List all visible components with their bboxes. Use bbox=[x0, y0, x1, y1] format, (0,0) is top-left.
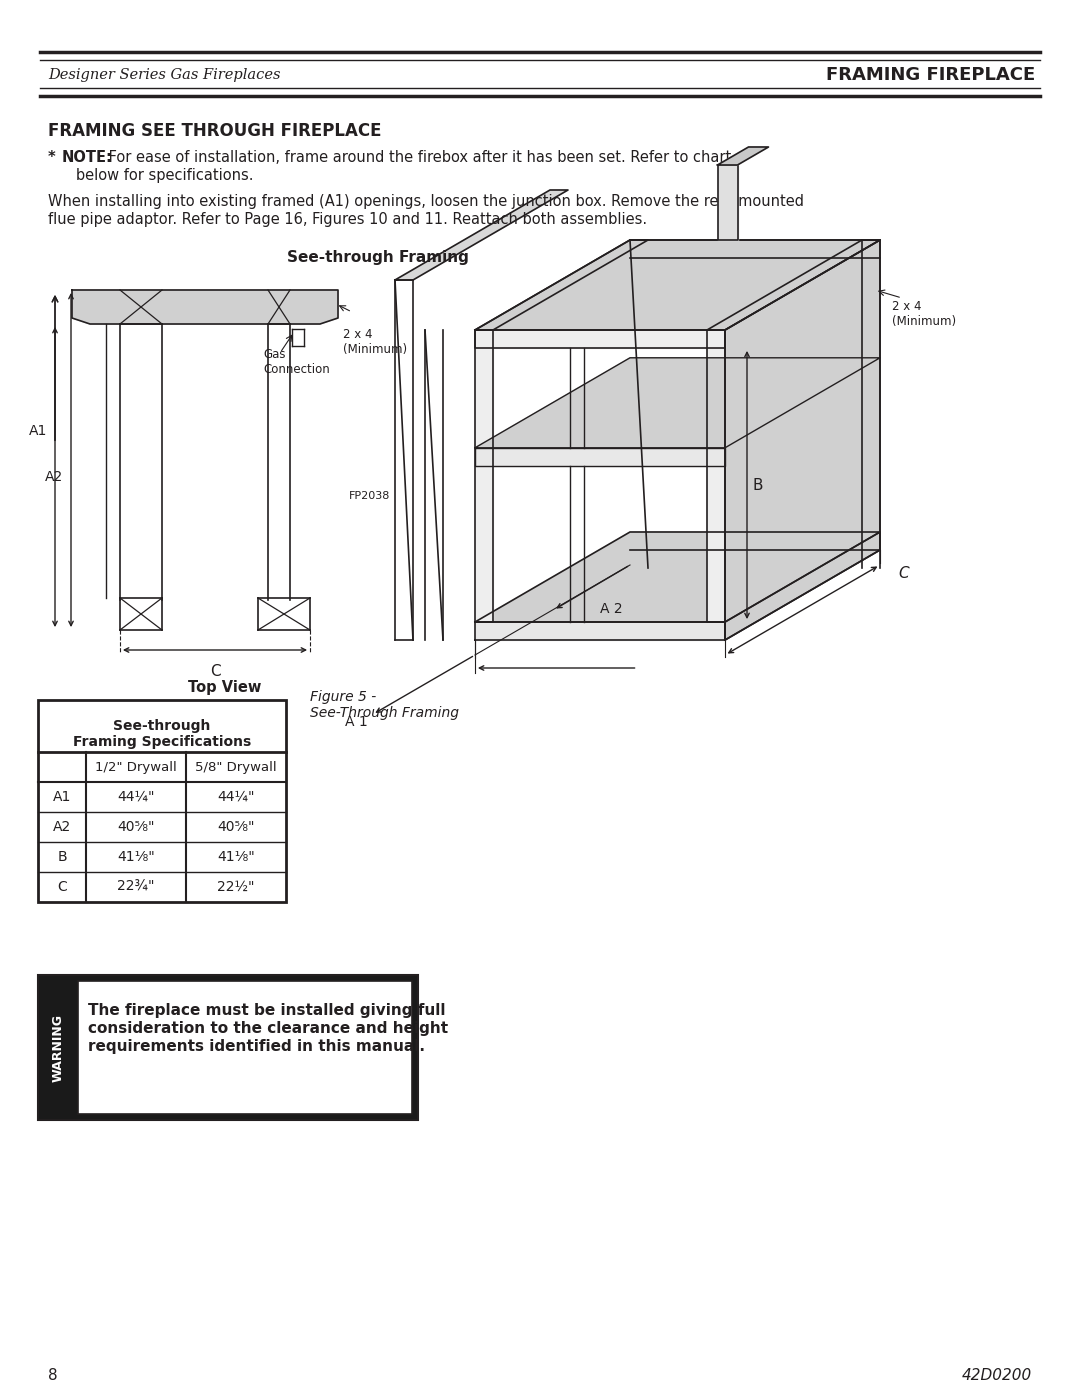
Text: Figure 5 -: Figure 5 - bbox=[310, 690, 376, 704]
Text: 40⁵⁄₈": 40⁵⁄₈" bbox=[118, 820, 154, 834]
Text: A 1: A 1 bbox=[345, 715, 367, 729]
Text: consideration to the clearance and height: consideration to the clearance and heigh… bbox=[87, 1021, 448, 1037]
Text: A 2: A 2 bbox=[600, 602, 623, 616]
Text: For ease of installation, frame around the firebox after it has been set. Refer : For ease of installation, frame around t… bbox=[104, 149, 731, 165]
Text: 44¼": 44¼" bbox=[118, 789, 154, 805]
Text: 1/2" Drywall: 1/2" Drywall bbox=[95, 760, 177, 774]
Bar bbox=[78, 981, 411, 1113]
Text: Designer Series Gas Fireplaces: Designer Series Gas Fireplaces bbox=[48, 68, 281, 82]
Polygon shape bbox=[475, 448, 725, 465]
Polygon shape bbox=[475, 358, 880, 448]
Text: B: B bbox=[753, 478, 764, 493]
Text: A1: A1 bbox=[29, 425, 48, 439]
Polygon shape bbox=[72, 291, 338, 324]
Polygon shape bbox=[475, 330, 725, 348]
Text: The fireplace must be installed giving full: The fireplace must be installed giving f… bbox=[87, 1003, 446, 1018]
Text: 22¾": 22¾" bbox=[118, 880, 154, 894]
Polygon shape bbox=[717, 165, 738, 240]
Text: below for specifications.: below for specifications. bbox=[62, 168, 254, 183]
Text: A2: A2 bbox=[53, 820, 71, 834]
Text: 42D0200: 42D0200 bbox=[962, 1368, 1032, 1383]
Polygon shape bbox=[717, 147, 769, 165]
Bar bbox=[38, 700, 286, 902]
Text: See-through Framing: See-through Framing bbox=[287, 250, 469, 265]
Polygon shape bbox=[475, 330, 492, 622]
Text: 22½": 22½" bbox=[217, 880, 255, 894]
Text: Top View: Top View bbox=[188, 680, 261, 694]
Text: FRAMING FIREPLACE: FRAMING FIREPLACE bbox=[826, 66, 1035, 84]
Polygon shape bbox=[475, 240, 880, 330]
Polygon shape bbox=[725, 532, 880, 640]
Text: When installing into existing framed (A1) openings, loosen the junction box. Rem: When installing into existing framed (A1… bbox=[48, 194, 804, 210]
Polygon shape bbox=[395, 190, 568, 279]
Polygon shape bbox=[475, 532, 880, 622]
Polygon shape bbox=[475, 240, 648, 330]
Text: 2 x 4
(Minimum): 2 x 4 (Minimum) bbox=[892, 300, 956, 328]
Text: 8: 8 bbox=[48, 1368, 57, 1383]
Polygon shape bbox=[475, 622, 725, 640]
Text: 44¼": 44¼" bbox=[217, 789, 255, 805]
Text: 41¹⁄₈": 41¹⁄₈" bbox=[217, 849, 255, 863]
Text: C: C bbox=[210, 664, 220, 679]
Text: A1: A1 bbox=[53, 789, 71, 805]
Text: See-Through Framing: See-Through Framing bbox=[310, 705, 459, 719]
Text: requirements identified in this manual.: requirements identified in this manual. bbox=[87, 1039, 426, 1053]
Text: 2 x 4
(Minimum): 2 x 4 (Minimum) bbox=[343, 328, 407, 356]
Text: Gas
Connection: Gas Connection bbox=[264, 348, 329, 376]
Polygon shape bbox=[707, 240, 880, 330]
Polygon shape bbox=[725, 240, 880, 640]
Polygon shape bbox=[707, 330, 725, 622]
Text: 41¹⁄₈": 41¹⁄₈" bbox=[117, 849, 154, 863]
Text: 40⁵⁄₈": 40⁵⁄₈" bbox=[217, 820, 255, 834]
Text: flue pipe adaptor. Refer to Page 16, Figures 10 and 11. Reattach both assemblies: flue pipe adaptor. Refer to Page 16, Fig… bbox=[48, 212, 647, 226]
Text: 5/8" Drywall: 5/8" Drywall bbox=[195, 760, 276, 774]
Text: FRAMING SEE THROUGH FIREPLACE: FRAMING SEE THROUGH FIREPLACE bbox=[48, 122, 381, 140]
Text: WARNING: WARNING bbox=[52, 1013, 65, 1081]
Text: See-through: See-through bbox=[113, 719, 211, 733]
Text: Framing Specifications: Framing Specifications bbox=[72, 735, 252, 749]
Text: FP2038: FP2038 bbox=[349, 490, 390, 502]
Text: NOTE:: NOTE: bbox=[62, 149, 113, 165]
Text: A2: A2 bbox=[44, 469, 63, 483]
Text: C: C bbox=[57, 880, 67, 894]
Text: C: C bbox=[897, 566, 908, 581]
Text: B: B bbox=[57, 849, 67, 863]
Text: *: * bbox=[48, 149, 56, 165]
Bar bbox=[38, 975, 418, 1120]
